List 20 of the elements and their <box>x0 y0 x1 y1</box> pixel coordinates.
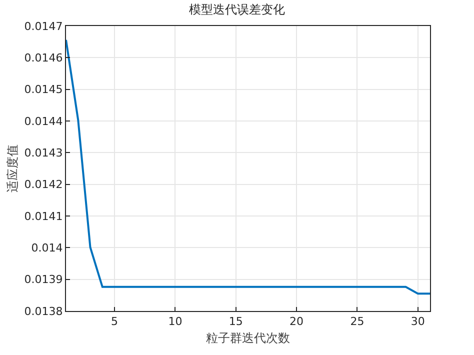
y-tick-label: 0.0141 <box>24 210 63 223</box>
y-tick-label: 0.0142 <box>24 178 63 192</box>
chart-title: 模型迭代误差变化 <box>189 2 285 17</box>
y-axis-title: 适应度值 <box>6 144 20 192</box>
line-series <box>66 38 430 295</box>
x-tick-label: 25 <box>350 315 364 328</box>
x-tick-label: 20 <box>290 315 304 328</box>
y-tick-label: 0.0139 <box>24 273 63 286</box>
y-tick-label: 0.0146 <box>24 52 63 65</box>
x-tick-label: 10 <box>168 315 182 328</box>
x-tick-label: 15 <box>228 315 243 328</box>
x-tick-label: 5 <box>111 315 118 328</box>
y-tick-label: 0.0145 <box>24 83 63 96</box>
y-tick-label: 0.0138 <box>24 304 63 318</box>
x-axis-title: 粒子群迭代次数 <box>206 331 290 346</box>
y-tick-label: 0.0147 <box>24 20 63 33</box>
y-tick-label: 0.014 <box>31 242 63 255</box>
x-tick-label: 30 <box>410 315 425 328</box>
y-tick-label: 0.0143 <box>24 146 63 160</box>
y-tick-label: 0.0144 <box>24 114 63 128</box>
